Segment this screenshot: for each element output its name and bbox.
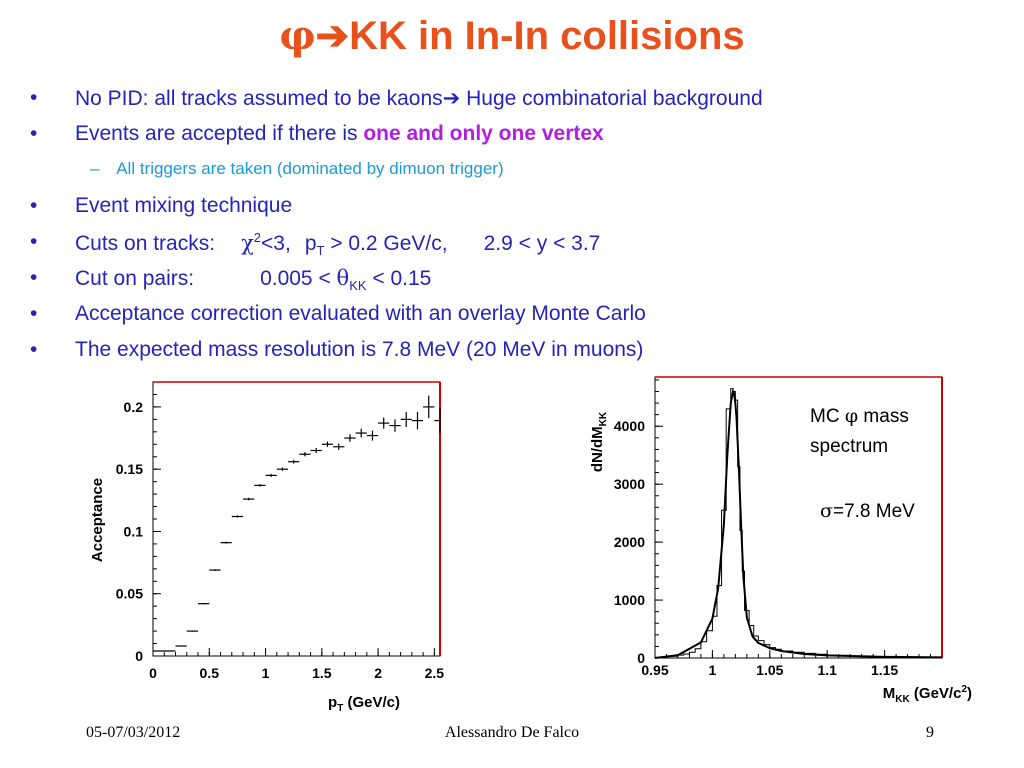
acceptance-point	[378, 417, 390, 429]
x-tick-label: 0	[149, 665, 157, 681]
pair-cut-high: < 0.15	[366, 267, 432, 290]
acceptance-chart: 0 0.5 1 1.5 2 2.5 0 0.05 0.1 0.15 0.2 Acceptance p…	[89, 381, 445, 714]
title-arrow: ➔	[315, 14, 350, 58]
x-tick-label: 0.95	[641, 662, 668, 678]
acceptance-point	[333, 443, 345, 450]
bullet-dot: •	[30, 194, 38, 217]
acceptance-point	[243, 497, 255, 501]
bullet-7-text: The expected mass resolution is 7.8 MeV …	[75, 338, 644, 361]
mc-histogram	[654, 388, 942, 658]
x-tick-label: 2	[374, 665, 382, 681]
acceptance-point	[288, 459, 300, 464]
acceptance-point	[434, 408, 441, 434]
slide-title: φ➔KK in In-In collisions	[0, 12, 1024, 59]
x-tick-label: 1	[709, 662, 717, 678]
sigma-annotation: σ=7.8 MeV	[820, 500, 915, 522]
acceptance-point	[344, 434, 356, 442]
sub-bullet-text: All triggers are taken (dominated by dim…	[116, 159, 504, 178]
acceptance-point	[254, 484, 266, 487]
bullet-6-text: Acceptance correction evaluated with an …	[75, 302, 646, 325]
mass-spectrum-chart: 0.95 1 1.05 1.1 1.15 0 1000 2000 3000 4000 dN/dMK…	[589, 376, 972, 705]
bullet-4-text: Cuts on tracks: χ2<3, pT > 0.2 GeV/c, 2.9 <…	[75, 230, 600, 258]
y-tick-label: 0.1	[124, 523, 144, 539]
acceptance-point	[265, 473, 277, 477]
y-tick-label: 0.05	[116, 586, 143, 602]
pt-symbol: p	[304, 232, 317, 255]
chi-symbol: χ	[241, 231, 254, 255]
footer-page-number: 9	[926, 724, 934, 741]
sub-dash: –	[90, 159, 100, 178]
bullet-dot: •	[30, 302, 38, 325]
x-tick-label: 2.5	[425, 665, 445, 681]
phi-symbol: φ	[279, 12, 316, 59]
acceptance-point	[186, 630, 199, 632]
y-tick-label: 0	[135, 648, 143, 664]
bullet-dot: •	[30, 266, 38, 289]
mass-xlabel: MKK (GeV/c2)	[883, 684, 972, 705]
acceptance-point	[198, 602, 210, 605]
bullet-3-text: Event mixing technique	[75, 194, 293, 217]
y-tick-label: 3000	[614, 476, 645, 492]
x-tick-label: 1.15	[871, 662, 898, 678]
y-tick-label: 4000	[614, 418, 645, 434]
bullet-2-highlight: one and only one vertex	[363, 122, 604, 145]
y-tick-label: 1000	[614, 592, 645, 608]
y-tick-label: 2000	[614, 534, 645, 550]
acceptance-point	[231, 515, 244, 518]
bullet-dot: •	[30, 86, 38, 109]
x-tick-label: 1	[262, 665, 270, 681]
arrow-icon: ➔	[442, 87, 461, 110]
acceptance-point	[389, 419, 401, 432]
chi-sup: 2	[253, 230, 262, 245]
mass-ylabel: dN/dMKK	[589, 411, 609, 472]
acceptance-xlabel: pT (GeV/c)	[328, 694, 400, 714]
footer-date: 05-07/03/2012	[86, 724, 181, 741]
acceptance-point	[400, 411, 412, 427]
cuts-pairs-label: Cut on pairs:	[75, 267, 195, 290]
acceptance-point	[220, 541, 232, 544]
acceptance-frame	[152, 381, 441, 657]
y-cut: 2.9 < y < 3.7	[483, 232, 601, 255]
theta-symbol: θ	[336, 266, 350, 290]
acceptance-point	[299, 452, 311, 457]
fit-curve	[654, 387, 943, 659]
y-tick-label: 0.15	[116, 461, 143, 477]
title-text: KK in In-In collisions	[349, 14, 745, 58]
acceptance-point	[411, 411, 424, 430]
y-tick-label: 0.2	[124, 399, 144, 415]
x-tick-label: 0.5	[200, 665, 220, 681]
pair-cut-low: 0.005 <	[260, 267, 337, 290]
mc-annotation-line1: MC φ mass	[810, 405, 909, 427]
bullet-dot: •	[30, 338, 38, 361]
chi-cut: <3,	[261, 232, 291, 255]
acceptance-point	[321, 441, 334, 448]
footer-author: Alessandro De Falco	[444, 724, 580, 741]
acceptance-ylabel: Acceptance	[89, 478, 106, 562]
bullet-5-text: Cut on pairs: 0.005 < θKK < 0.15	[75, 266, 431, 293]
cuts-tracks-label: Cuts on tracks:	[75, 232, 216, 255]
acceptance-point	[355, 428, 367, 438]
acceptance-point	[366, 430, 379, 441]
bullet-dot: •	[30, 230, 38, 253]
pt-sub: T	[316, 243, 325, 259]
acceptance-point	[175, 645, 187, 647]
theta-sub: KK	[349, 278, 367, 294]
x-tick-label: 1.1	[817, 662, 837, 678]
sub-bullet: – All triggers are taken (dominated by d…	[90, 159, 504, 179]
pt-cut: > 0.2 GeV/c,	[324, 232, 448, 255]
acceptance-point	[209, 569, 221, 571]
bullet-1-text: No PID: all tracks assumed to be kaons	[75, 87, 443, 110]
x-tick-label: 1.5	[312, 665, 332, 681]
acceptance-point	[276, 467, 289, 471]
acceptance-point	[423, 395, 435, 419]
bullet-dot: •	[30, 122, 38, 145]
x-tick-label: 1.05	[756, 662, 783, 678]
bullet-1-text-b: Huge combinatorial background	[460, 87, 763, 110]
bullet-2-text: Events are accepted if there is	[75, 122, 364, 145]
mc-annotation-line2: spectrum	[810, 436, 888, 457]
y-tick-label: 0	[637, 650, 645, 666]
acceptance-point	[310, 448, 322, 453]
